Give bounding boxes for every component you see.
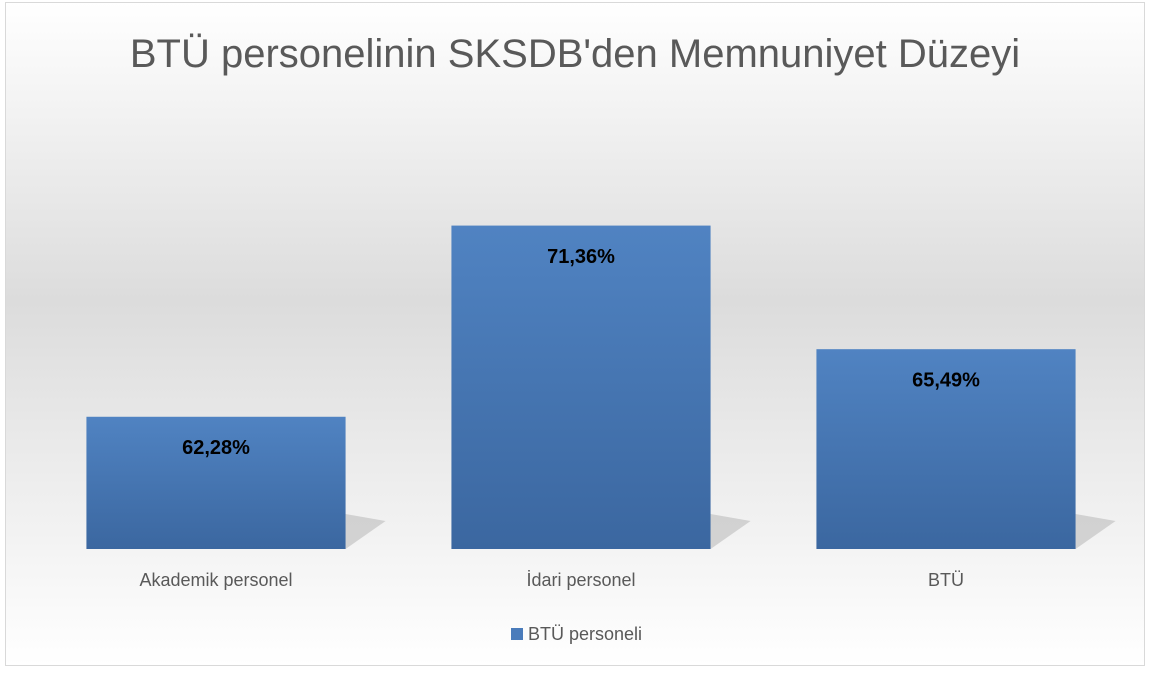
value-label: 65,49% <box>912 369 980 391</box>
chart-title: BTÜ personelinin SKSDB'den Memnuniyet Dü… <box>129 32 1021 76</box>
bar-shadow <box>710 514 751 549</box>
value-label: 71,36% <box>547 246 615 268</box>
bar <box>816 349 1076 549</box>
x-tick-label: Akademik personel <box>139 570 292 590</box>
bar <box>451 225 711 549</box>
x-tick-label: BTÜ <box>928 570 964 590</box>
value-label: 62,28% <box>182 437 250 459</box>
bar-shadow <box>345 514 386 549</box>
bar-shadow <box>1075 514 1116 549</box>
bar <box>86 416 346 549</box>
legend-swatch <box>511 628 523 640</box>
legend-label: BTÜ personeli <box>528 624 642 644</box>
x-tick-label: İdari personel <box>526 570 635 590</box>
